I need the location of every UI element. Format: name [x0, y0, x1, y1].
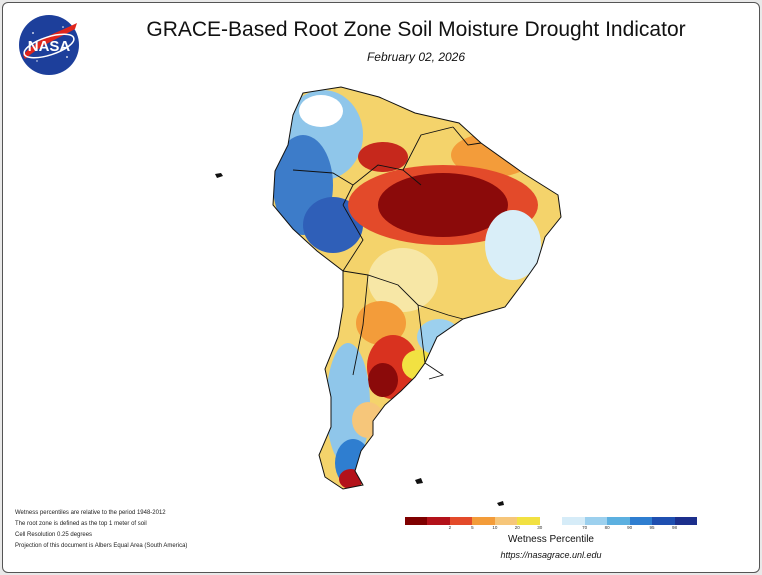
legend-ticks: 2 5 10 20 30 70 80 90 95 98 [405, 525, 697, 533]
legend-tick-label: 5 [471, 525, 474, 530]
source-url: https://nasagrace.unl.edu [500, 550, 602, 560]
legend-tick-label: 98 [672, 525, 678, 530]
legend-swatch [405, 517, 428, 525]
legend-tick-label: 80 [604, 525, 610, 530]
note-resolution: Cell Resolution 0.25 degrees [15, 532, 93, 538]
wetness-legend: 2 5 10 20 30 70 80 90 95 98 Wetness Percentile ht… [405, 517, 698, 563]
map-title: GRACE-Based Root Zone Soil Moisture Drou… [146, 18, 686, 41]
legend-swatch [674, 517, 698, 525]
legend-swatch [517, 517, 540, 525]
legend-swatch [584, 517, 608, 525]
legend-swatch [472, 517, 495, 525]
legend-swatch [539, 517, 563, 525]
map-date: February 02, 2026 [366, 50, 466, 64]
note-root-zone: The root zone is defined as the top 1 me… [15, 521, 147, 527]
south-america-map [215, 86, 562, 506]
legend-title: Wetness Percentile [508, 534, 594, 545]
legend-tick-label: 30 [537, 525, 543, 530]
legend-swatch [652, 517, 675, 525]
legend-swatch [427, 517, 450, 525]
legend-tick-label: 70 [582, 525, 588, 530]
legend-tick-label: 95 [649, 525, 655, 530]
legend-swatch [494, 517, 518, 525]
nasa-logo-text: NASA [28, 38, 71, 55]
legend-color-bar [405, 517, 698, 525]
legend-swatch [607, 517, 630, 525]
note-period: Wetness percentiles are relative to the … [15, 510, 166, 516]
legend-swatch [562, 517, 585, 525]
legend-swatch [449, 517, 473, 525]
legend-tick-label: 90 [627, 525, 633, 530]
legend-tick-label: 10 [492, 525, 498, 530]
note-projection: Projection of this document is Albers Eq… [15, 543, 188, 549]
legend-tick-label: 2 [448, 525, 452, 530]
legend-tick-label: 20 [514, 525, 520, 530]
legend-swatch [629, 517, 653, 525]
nasa-logo: NASA [19, 15, 79, 75]
map-notes: Wetness percentiles are relative to the … [15, 508, 345, 552]
